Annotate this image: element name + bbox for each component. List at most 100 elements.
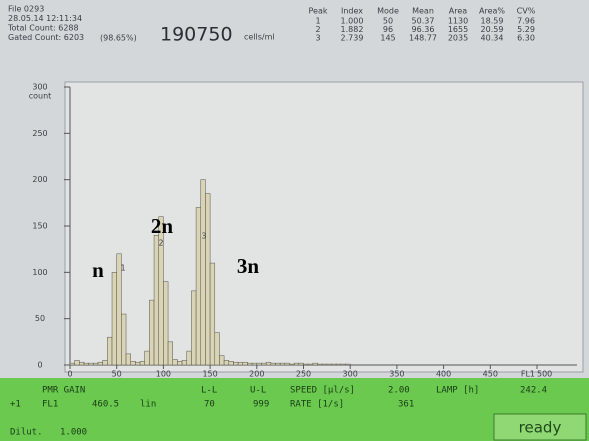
x-axis-label: FL1 <box>521 370 535 379</box>
header-line: Gated Count: 6203 <box>8 33 84 42</box>
bar <box>289 364 294 365</box>
bar <box>112 272 117 365</box>
bar <box>196 207 201 365</box>
bar <box>304 364 309 365</box>
header-line: 28.05.14 12:11:34 <box>8 14 82 23</box>
status-label: LAMP [h] <box>436 386 479 396</box>
table-header: Index <box>341 7 363 16</box>
bar <box>140 361 145 365</box>
annotation: 2n <box>151 214 174 238</box>
table-cell: 148.77 <box>409 34 437 43</box>
status-label: U-L <box>250 386 266 396</box>
bar <box>327 364 332 365</box>
status-value: 70 <box>204 400 215 410</box>
status-value: 361 <box>398 400 414 410</box>
state: ready <box>519 419 562 437</box>
bar <box>79 362 84 365</box>
bar <box>257 363 262 365</box>
bar <box>280 363 285 365</box>
bar <box>84 363 89 365</box>
table-header: Mean <box>412 7 434 16</box>
bar <box>313 363 318 365</box>
bar <box>98 362 103 365</box>
table-cell: 40.34 <box>481 34 504 43</box>
bar <box>238 362 243 365</box>
header-line: Total Count: 6288 <box>7 24 79 33</box>
unit: cells/ml <box>244 33 275 42</box>
x-tick-label: 450 <box>483 370 498 379</box>
table-cell: 2035 <box>448 34 468 43</box>
annotation: 3n <box>237 254 260 278</box>
bar <box>275 363 280 365</box>
bar <box>332 364 337 365</box>
bar <box>215 333 220 365</box>
bar <box>266 362 271 365</box>
bar <box>271 363 276 365</box>
x-tick-label: 0 <box>67 370 72 379</box>
bar <box>103 360 108 365</box>
status-label: 2.00 <box>388 386 410 396</box>
bar <box>294 363 299 365</box>
x-tick-label: 150 <box>202 370 217 379</box>
bar <box>346 364 351 365</box>
bar <box>341 364 346 365</box>
bar <box>187 351 192 365</box>
x-tick-label: 50 <box>112 370 122 379</box>
bar <box>182 360 187 365</box>
bar <box>243 362 248 365</box>
bar <box>107 337 112 365</box>
x-tick-label: 300 <box>343 370 358 379</box>
bar <box>154 235 159 365</box>
bar <box>149 300 154 365</box>
bar <box>299 363 304 365</box>
status-label: L-L <box>201 386 217 396</box>
bar <box>224 360 229 365</box>
y-tick-label: 0 <box>37 361 42 370</box>
bar <box>322 364 327 365</box>
y-tick-label: 150 <box>32 222 47 231</box>
bar <box>89 363 94 365</box>
x-tick-label: 250 <box>296 370 311 379</box>
status-label: PMR GAIN <box>42 386 85 396</box>
y-tick-label: 100 <box>32 268 47 277</box>
bar <box>163 282 168 365</box>
bar <box>233 362 238 365</box>
table-header: Peak <box>309 7 328 16</box>
status-value: lin <box>140 400 156 410</box>
concentration: 190750 <box>160 24 233 46</box>
bar <box>247 363 252 365</box>
bar <box>261 363 266 365</box>
bar <box>219 356 224 365</box>
bar <box>135 362 140 365</box>
annotation: n <box>92 258 104 282</box>
table-header: Area <box>449 7 468 16</box>
x-tick-label: 350 <box>389 370 404 379</box>
x-tick-label: 400 <box>436 370 451 379</box>
bar <box>173 359 178 365</box>
x-tick-label: 100 <box>156 370 171 379</box>
y-tick-label: 250 <box>32 129 47 138</box>
plot-area <box>65 82 583 372</box>
table-cell: 3 <box>315 34 320 43</box>
bar <box>75 360 80 365</box>
bar <box>318 364 323 365</box>
bar <box>131 361 136 365</box>
bar <box>145 351 150 365</box>
bar <box>308 364 313 365</box>
peak-marker: 2 <box>158 239 163 248</box>
status-label: 242.4 <box>520 386 547 396</box>
y-tick-label: 50 <box>35 314 45 323</box>
y-tick-label: 300 <box>32 83 47 92</box>
table-header: Mode <box>377 7 399 16</box>
status-label: SPEED [µl/s] <box>290 386 355 396</box>
status-value: 999 <box>253 400 269 410</box>
status-value: FL1 <box>42 400 58 410</box>
bar <box>168 342 173 365</box>
table-header: Area% <box>479 7 505 16</box>
x-tick-label: 200 <box>249 370 264 379</box>
bar <box>205 194 210 365</box>
bar <box>229 361 234 365</box>
bar <box>93 363 98 365</box>
x-tick-label: 500 <box>537 370 552 379</box>
bar <box>177 361 182 365</box>
